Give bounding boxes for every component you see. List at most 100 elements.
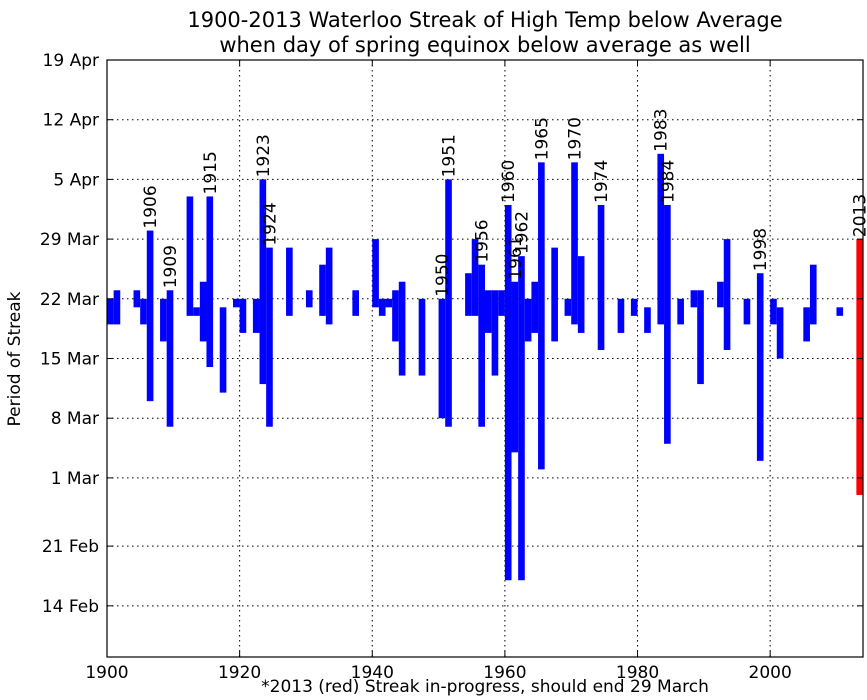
year-label-1974: 1974 xyxy=(592,160,612,203)
streak-bar-1901 xyxy=(113,290,121,325)
year-label-1983: 1983 xyxy=(652,109,672,152)
x-tick-label: 1900 xyxy=(85,663,128,683)
streak-bar-1971 xyxy=(577,256,585,333)
streak-bar-1970 xyxy=(571,162,578,325)
year-label-1909: 1909 xyxy=(161,245,181,288)
streak-bar-1955 xyxy=(471,239,479,316)
streak-bar-1969 xyxy=(564,298,572,316)
streak-bar-1904 xyxy=(133,290,141,308)
streak-bar-1947 xyxy=(418,298,426,376)
y-tick-label: 1 Mar xyxy=(51,469,99,489)
streak-bar-1922 xyxy=(252,298,260,333)
streak-bar-1958 xyxy=(491,290,499,376)
year-label-1961: 1961 xyxy=(506,236,526,279)
streak-bar-1917 xyxy=(219,307,227,393)
streak-bar-1930 xyxy=(305,290,313,308)
y-tick-label: 15 Mar xyxy=(40,350,99,370)
streak-bar-1941 xyxy=(378,298,386,316)
streak-bar-1981 xyxy=(644,307,651,333)
year-label-2013: 2013 xyxy=(851,194,867,237)
chart-title: 1900-2013 Waterloo Streak of High Temp b… xyxy=(187,8,782,32)
streak-bar-1940 xyxy=(372,239,379,308)
streak-bar-1963 xyxy=(524,298,532,342)
streak-bar-1943 xyxy=(392,290,399,342)
streak-bar-1992 xyxy=(717,281,724,308)
streak-bar-1954 xyxy=(465,273,472,316)
streak-bar-1984 xyxy=(664,204,671,444)
year-label-1965: 1965 xyxy=(532,117,552,160)
streak-bar-1908 xyxy=(160,298,167,342)
streak-bar-1919 xyxy=(233,298,240,308)
streak-bar-2013 xyxy=(856,239,863,495)
streak-bar-1977 xyxy=(617,298,625,333)
streak-bar-1961 xyxy=(511,281,519,453)
bars-group xyxy=(107,153,863,581)
streak-bar-1927 xyxy=(286,247,293,316)
streak-bar-1979 xyxy=(630,298,638,316)
year-label-1998: 1998 xyxy=(751,228,771,271)
y-tick-label: 21 Feb xyxy=(42,537,99,557)
streak-bar-1944 xyxy=(398,281,406,376)
streak-bar-1912 xyxy=(186,196,194,316)
chart-subtitle: when day of spring equinox below average… xyxy=(219,33,750,57)
year-label-1984: 1984 xyxy=(658,160,678,203)
streak-bar-1951 xyxy=(445,179,452,427)
streak-bar-1962 xyxy=(518,256,525,581)
y-tick-label: 5 Apr xyxy=(53,170,99,190)
year-label-1906: 1906 xyxy=(141,185,161,228)
streak-bar-1942 xyxy=(385,298,393,308)
y-tick-label: 8 Mar xyxy=(51,409,99,429)
streak-bar-1933 xyxy=(325,247,333,325)
streak-bar-1909 xyxy=(166,290,174,427)
streak-bar-1983 xyxy=(657,153,665,325)
x-tick-label: 1940 xyxy=(351,663,394,683)
year-label-1951: 1951 xyxy=(440,134,460,177)
streak-bar-1937 xyxy=(352,290,359,316)
streak-bar-2001 xyxy=(776,307,784,359)
year-label-1960: 1960 xyxy=(499,160,519,203)
streak-bar-1906 xyxy=(146,230,154,402)
streak-bar-1957 xyxy=(485,290,492,333)
streak-bar-1967 xyxy=(551,247,558,342)
y-tick-label: 19 Apr xyxy=(43,51,99,71)
year-label-1923: 1923 xyxy=(254,134,274,177)
streak-bar-1923 xyxy=(259,179,267,385)
x-tick-label: 1980 xyxy=(616,663,659,683)
streak-bar-1914 xyxy=(199,281,207,342)
year-label-1915: 1915 xyxy=(201,151,221,194)
x-axis-label: *2013 (red) Streak in-progress, should e… xyxy=(261,677,709,697)
year-label-1950: 1950 xyxy=(433,254,453,297)
streak-bar-1974 xyxy=(597,204,605,350)
streak-bar-1950 xyxy=(438,298,446,419)
year-label-1970: 1970 xyxy=(566,117,586,160)
y-axis-label: Period of Streak xyxy=(5,291,25,426)
streak-bar-1986 xyxy=(677,298,684,325)
streak-bar-1924 xyxy=(266,247,273,427)
streak-bar-1989 xyxy=(697,290,704,385)
streak-bar-1932 xyxy=(319,264,326,316)
streak-bar-1956 xyxy=(478,264,485,427)
streak-bar-1920 xyxy=(239,298,247,333)
streak-bar-1996 xyxy=(743,298,751,325)
streak-bar-2005 xyxy=(803,307,810,342)
y-axis: 14 Feb 21 Feb 1 Mar 8 Mar 15 Mar 22 Mar 29 Mar… xyxy=(40,51,863,617)
streak-bar-1998 xyxy=(756,273,764,461)
streak-bar-2010 xyxy=(836,307,844,316)
streak-bar-1993 xyxy=(723,239,731,350)
streak-bar-1959 xyxy=(498,290,505,316)
y-tick-label: 12 Apr xyxy=(43,111,99,131)
streak-bar-1964 xyxy=(531,281,539,333)
x-tick-label: 2000 xyxy=(749,663,792,683)
streak-bar-1905 xyxy=(140,298,147,325)
streak-bar-1900 xyxy=(107,298,114,325)
year-label-1962: 1962 xyxy=(512,211,532,254)
x-axis: 1900 1920 1940 1960 1980 2000 xyxy=(85,60,792,683)
streak-bar-1915 xyxy=(206,196,214,368)
streak-bar-1960 xyxy=(504,204,512,581)
y-tick-label: 22 Mar xyxy=(40,290,99,310)
streak-bar-2000 xyxy=(770,298,777,325)
streak-bar-1965 xyxy=(538,162,545,470)
year-label-1956: 1956 xyxy=(473,219,493,262)
year-label-1924: 1924 xyxy=(260,202,280,245)
